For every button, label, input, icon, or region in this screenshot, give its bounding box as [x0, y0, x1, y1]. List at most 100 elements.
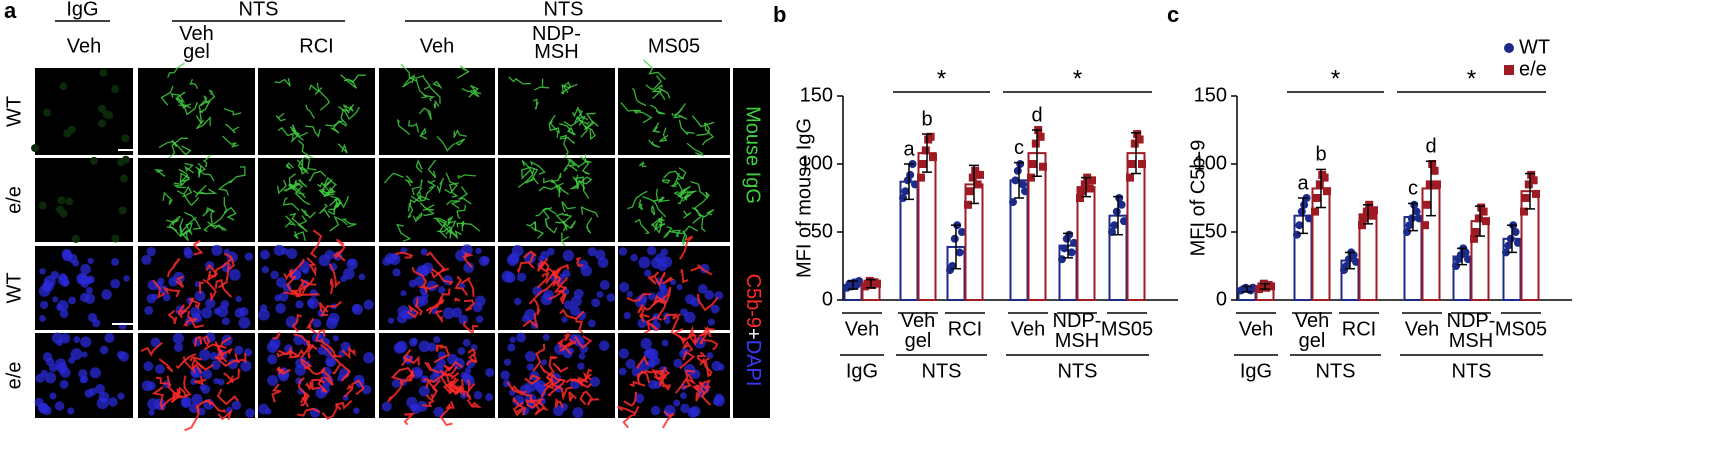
nucleus	[59, 309, 69, 319]
stain-signal	[627, 190, 648, 210]
nucleus	[395, 340, 408, 353]
nucleus	[229, 269, 241, 281]
stain-signal	[401, 355, 420, 367]
nucleus	[432, 365, 445, 377]
stain-signal	[184, 405, 200, 432]
stain-label-part: +	[742, 328, 764, 340]
column-label: MS05	[648, 35, 700, 57]
stain-signal	[395, 251, 414, 259]
stain-signal	[224, 123, 240, 134]
nucleus	[474, 295, 486, 307]
data-point	[1502, 248, 1510, 257]
stain-signal	[679, 235, 694, 260]
nucleus	[312, 318, 322, 328]
nucleus	[358, 273, 366, 281]
nucleus	[80, 263, 91, 275]
stain-signal	[677, 333, 697, 343]
nucleus	[414, 368, 423, 377]
micrograph	[258, 246, 375, 330]
stain-signal	[414, 74, 431, 87]
stain-signal	[431, 268, 454, 286]
stain-label-part: C5b-9	[742, 274, 764, 328]
data-point	[1425, 180, 1434, 189]
nucleus	[73, 336, 81, 344]
nucleus	[387, 317, 395, 324]
nucleus	[307, 297, 319, 309]
data-point	[1295, 221, 1304, 230]
stain-signal	[559, 134, 569, 161]
nucleus	[59, 379, 69, 389]
data-point	[1297, 207, 1306, 216]
stain-signal	[425, 378, 438, 392]
nucleus	[626, 291, 633, 298]
nucleus	[275, 277, 287, 288]
stain-signal	[672, 108, 688, 120]
data-point	[971, 166, 980, 175]
nucleus	[638, 256, 651, 269]
nucleus	[234, 345, 244, 355]
group-label: NTS	[239, 0, 279, 20]
stain-signal	[140, 341, 163, 357]
stain-signal	[455, 138, 466, 146]
data-point	[865, 276, 874, 285]
stain-signal	[439, 365, 458, 377]
stain-signal	[328, 198, 342, 211]
stain-signal	[411, 266, 428, 287]
nucleus	[141, 254, 152, 265]
stain-signal	[654, 370, 668, 380]
data-point	[1433, 180, 1441, 189]
stain-signal	[293, 231, 307, 241]
stain-signal	[416, 187, 423, 201]
stain-signal	[532, 298, 541, 316]
nucleus	[561, 316, 568, 323]
stain-signal	[198, 281, 204, 294]
stain-signal	[443, 360, 464, 372]
stain-signal	[340, 74, 358, 89]
stain-signal	[410, 187, 434, 202]
row-label: WT	[3, 272, 25, 303]
stain-signal	[329, 215, 348, 232]
nucleus	[500, 370, 510, 380]
nucleus	[457, 347, 466, 355]
annotation: a	[903, 138, 915, 160]
stain-signal	[450, 228, 462, 239]
error-bar	[1032, 129, 1042, 177]
stain-signal	[669, 179, 680, 188]
stain-signal	[430, 267, 450, 279]
stain-signal	[204, 399, 227, 413]
stain-signal	[547, 378, 566, 397]
group-label: NTS	[1452, 360, 1492, 382]
stain-signal	[668, 225, 699, 235]
stain-signal	[221, 348, 233, 355]
stain-signal	[528, 279, 557, 305]
nucleus	[637, 318, 648, 329]
stain-signal	[638, 161, 647, 167]
stain-signal	[512, 396, 527, 416]
stain-signal	[203, 209, 214, 233]
nucleus	[717, 363, 725, 371]
nucleus	[408, 279, 417, 288]
error-bar	[1242, 285, 1252, 293]
data-point	[955, 248, 964, 257]
stain-signal	[653, 188, 662, 202]
stain-signal	[303, 156, 317, 171]
data-point	[899, 194, 907, 202]
stain-signal	[554, 398, 564, 408]
faint-signal	[104, 111, 113, 120]
stain-signal	[415, 78, 429, 99]
stain-signal	[422, 94, 436, 102]
micrograph	[379, 68, 495, 155]
faint-signal	[111, 85, 120, 94]
nucleus	[660, 248, 669, 256]
stain-signal	[205, 263, 219, 282]
nucleus	[465, 367, 472, 374]
nucleus	[190, 306, 202, 318]
stain-signal	[436, 135, 456, 152]
stain-signal	[631, 87, 647, 107]
stain-signal	[555, 185, 569, 195]
nucleus	[146, 246, 156, 257]
stain-signal	[175, 353, 197, 369]
stain-signal	[435, 344, 444, 352]
stain-signal	[404, 175, 414, 187]
stain-signal	[216, 345, 228, 363]
